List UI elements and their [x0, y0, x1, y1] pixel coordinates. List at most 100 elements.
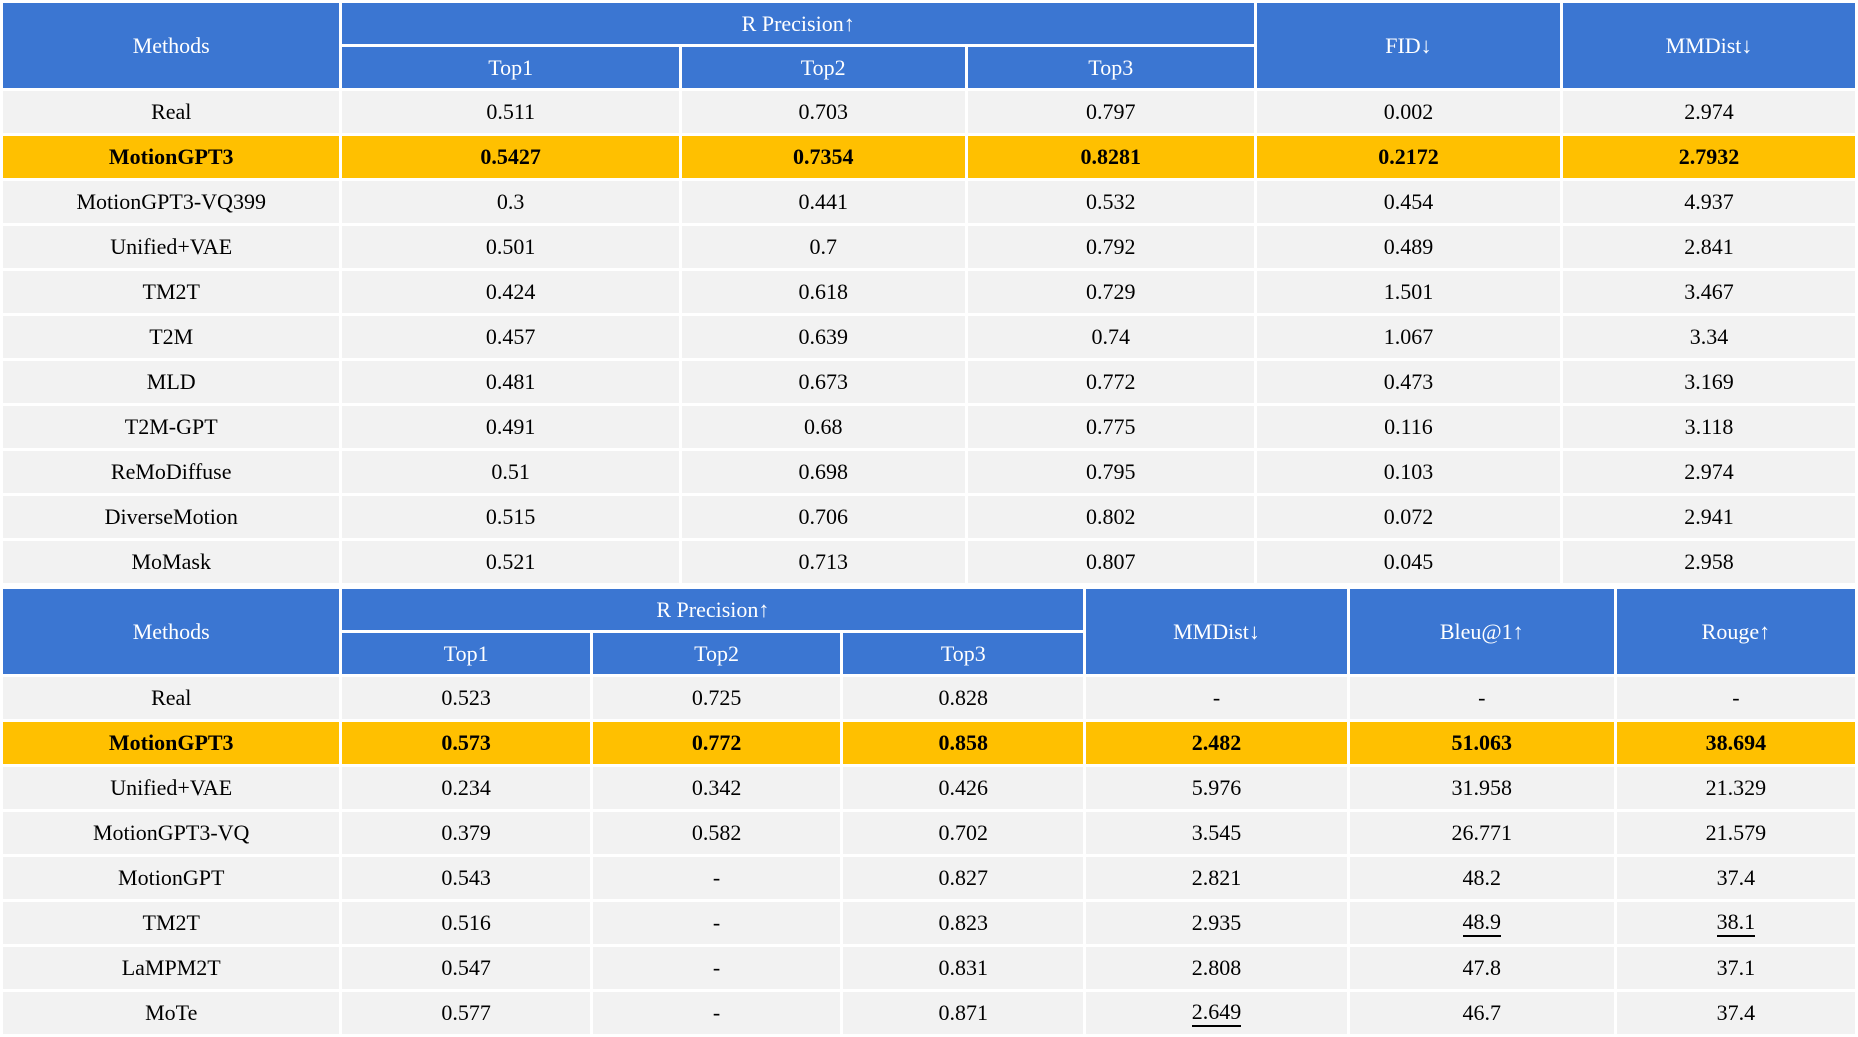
method-cell: MLD [0, 358, 343, 406]
value-cell: 0.827 [840, 854, 1087, 902]
value-cell: 3.545 [1083, 809, 1350, 857]
value-cell: - [589, 854, 844, 902]
value-cell: 51.063 [1346, 719, 1617, 767]
table-body: Real 0.523 0.725 0.828- - - MotionGPT3 0.573 0.7… [0, 674, 1858, 1037]
value-cell: 21.579 [1613, 809, 1858, 857]
value-cell: 37.4 [1613, 854, 1858, 902]
method-cell: DiverseMotion [0, 493, 343, 541]
table-row: TM2T 0.424 0.618 0.729 1.501 3.467 [0, 268, 1858, 316]
table-row: Real 0.523 0.725 0.828- - - [0, 674, 1858, 722]
value-cell: 0.51 [339, 448, 682, 496]
value-cell: 0.454 [1253, 178, 1564, 226]
value-cell: 4.937 [1560, 178, 1858, 226]
value-cell: 0.828 [840, 674, 1087, 722]
method-cell: MoTe [0, 989, 343, 1037]
table-row: LaMPM2T 0.547-0.831 2.808 47.8 37.1 [0, 944, 1858, 992]
value-cell: 0.639 [678, 313, 968, 361]
table-row: TM2T 0.516-0.823 2.935 48.9 38.1 [0, 899, 1858, 947]
value-cell: 38.694 [1613, 719, 1858, 767]
value-cell: - [1346, 674, 1617, 722]
value-cell: 5.976 [1083, 764, 1350, 812]
value-cell: - [589, 899, 844, 947]
underlined-value: 38.1 [1716, 911, 1756, 937]
col-header-mmdist: MMDist↓ [1083, 586, 1350, 677]
value-cell: 0.577 [339, 989, 593, 1037]
value-cell: 0.871 [840, 989, 1087, 1037]
value-cell: 0.823 [840, 899, 1087, 947]
table-body: Real 0.511 0.703 0.797 0.002 2.974 MotionGPT3 0… [0, 88, 1858, 586]
col-header-top1: Top1 [339, 630, 593, 677]
method-cell: Real [0, 674, 343, 722]
col-header-bleu: Bleu@1↑ [1346, 586, 1617, 677]
value-cell: 0.698 [678, 448, 968, 496]
value-cell: 21.329 [1613, 764, 1858, 812]
value-cell: 0.573 [339, 719, 593, 767]
col-header-r-precision: R Precision↑ [339, 0, 1257, 47]
method-cell: MotionGPT [0, 854, 343, 902]
value-cell: 0.481 [339, 358, 682, 406]
value-cell: 0.618 [678, 268, 968, 316]
value-cell: 0.521 [339, 538, 682, 586]
method-cell: TM2T [0, 268, 343, 316]
underlined-value: 48.9 [1462, 911, 1501, 937]
col-header-top3: Top3 [840, 630, 1087, 677]
value-cell: 0.831 [840, 944, 1087, 992]
header-row-sub: Top1 Top2 Top3 [2, 44, 1857, 91]
value-cell: 0.515 [339, 493, 682, 541]
value-cell: 0.582 [589, 809, 844, 857]
value-cell: 0.441 [678, 178, 968, 226]
method-cell: MotionGPT3-VQ [0, 809, 343, 857]
col-header-top3: Top3 [964, 44, 1257, 91]
method-cell: MotionGPT3-VQ399 [0, 178, 343, 226]
value-cell: 0.234 [339, 764, 593, 812]
value-cell: 2.808 [1083, 944, 1350, 992]
value-cell: 0.532 [964, 178, 1257, 226]
col-header-methods: Methods [0, 586, 343, 677]
value-cell: 0.5427 [339, 133, 682, 181]
value-cell: 0.002 [1253, 88, 1564, 136]
value-cell: - [1083, 674, 1350, 722]
value-cell: 0.424 [339, 268, 682, 316]
value-cell: 0.547 [339, 944, 593, 992]
value-cell: 3.467 [1560, 268, 1858, 316]
col-header-top2: Top2 [589, 630, 844, 677]
col-header-top1: Top1 [339, 44, 682, 91]
method-cell: T2M-GPT [0, 403, 343, 451]
method-cell: ReMoDiffuse [0, 448, 343, 496]
method-cell: T2M [0, 313, 343, 361]
method-cell: TM2T [0, 899, 343, 947]
table-row: ReMoDiffuse 0.51 0.698 0.795 0.103 2.974 [0, 448, 1858, 496]
table-row: MotionGPT3-VQ399 0.3 0.441 0.532 0.454 4.937 [0, 178, 1858, 226]
value-cell: 0.807 [964, 538, 1257, 586]
value-cell: 0.473 [1253, 358, 1564, 406]
table-row: Unified+VAE 0.234 0.342 0.426 5.976 31.958 21.… [0, 764, 1858, 812]
value-cell: 47.8 [1346, 944, 1617, 992]
value-cell: 0.045 [1253, 538, 1564, 586]
value-cell: 0.702 [840, 809, 1087, 857]
value-cell: 0.858 [840, 719, 1087, 767]
header-row-group: Methods R Precision↑ MMDist↓ Bleu@1↑ Rou… [0, 586, 1858, 677]
value-cell: 0.426 [840, 764, 1087, 812]
motion-to-text-results-table: Methods R Precision↑ MMDist↓ Bleu@1↑ Rou… [0, 586, 1858, 1037]
value-cell: 0.673 [678, 358, 968, 406]
value-cell: 0.772 [589, 719, 844, 767]
value-cell: 0.7 [678, 223, 968, 271]
value-cell: - [589, 989, 844, 1037]
value-cell: - [589, 944, 844, 992]
table-row: T2M-GPT 0.491 0.68 0.775 0.116 3.118 [0, 403, 1858, 451]
value-cell: 1.067 [1253, 313, 1564, 361]
value-cell: 46.7 [1346, 989, 1617, 1037]
value-cell: 2.941 [1560, 493, 1858, 541]
value-cell: 0.342 [589, 764, 844, 812]
table-row: MotionGPT3 0.5427 0.7354 0.8281 0.2172 2.7932 [0, 133, 1858, 181]
value-cell: - [1613, 674, 1858, 722]
value-cell: 0.772 [964, 358, 1257, 406]
value-cell: 3.34 [1560, 313, 1858, 361]
header-row-group: Methods R Precision↑ FID↓ MMDist↓ [0, 0, 1858, 91]
value-cell: 0.795 [964, 448, 1257, 496]
value-cell: 0.543 [339, 854, 593, 902]
value-cell: 0.516 [339, 899, 593, 947]
method-cell: MoMask [0, 538, 343, 586]
value-cell: 48.2 [1346, 854, 1617, 902]
value-cell: 0.2172 [1253, 133, 1564, 181]
